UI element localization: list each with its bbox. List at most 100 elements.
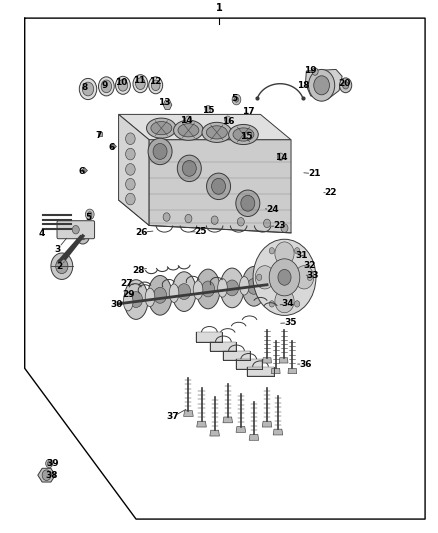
Ellipse shape xyxy=(148,138,172,165)
Polygon shape xyxy=(249,434,259,440)
Ellipse shape xyxy=(124,280,148,319)
Text: 8: 8 xyxy=(82,84,88,92)
Ellipse shape xyxy=(233,128,254,141)
Text: 26: 26 xyxy=(135,228,148,237)
Circle shape xyxy=(177,284,191,300)
Circle shape xyxy=(133,75,148,93)
Text: 17: 17 xyxy=(242,107,255,116)
Text: 32: 32 xyxy=(304,261,316,270)
Ellipse shape xyxy=(72,225,79,234)
Text: 3: 3 xyxy=(54,245,60,254)
Circle shape xyxy=(56,259,68,273)
Text: 16: 16 xyxy=(223,117,235,126)
Circle shape xyxy=(294,265,314,289)
Circle shape xyxy=(314,76,329,95)
Circle shape xyxy=(247,278,261,294)
Polygon shape xyxy=(273,429,283,435)
Polygon shape xyxy=(210,342,237,351)
Circle shape xyxy=(118,79,128,91)
Circle shape xyxy=(42,470,51,480)
Ellipse shape xyxy=(241,195,255,211)
Text: 38: 38 xyxy=(45,471,57,480)
Text: 19: 19 xyxy=(304,66,317,75)
Circle shape xyxy=(255,265,275,289)
Polygon shape xyxy=(223,351,250,360)
Ellipse shape xyxy=(193,281,203,300)
Ellipse shape xyxy=(202,123,232,142)
Circle shape xyxy=(225,116,231,124)
Ellipse shape xyxy=(169,284,179,302)
Text: 4: 4 xyxy=(39,229,46,238)
Circle shape xyxy=(99,77,114,96)
Text: 15: 15 xyxy=(240,132,253,141)
Circle shape xyxy=(126,148,135,160)
Text: 18: 18 xyxy=(297,81,309,90)
Text: 5: 5 xyxy=(85,213,91,222)
Circle shape xyxy=(308,69,335,101)
Circle shape xyxy=(185,214,192,223)
Text: 25: 25 xyxy=(194,228,207,236)
Circle shape xyxy=(232,94,241,105)
Ellipse shape xyxy=(236,190,260,216)
Circle shape xyxy=(246,132,252,139)
Circle shape xyxy=(185,116,191,124)
Text: 23: 23 xyxy=(273,221,286,230)
Polygon shape xyxy=(247,367,274,376)
Text: 15: 15 xyxy=(202,106,214,115)
Circle shape xyxy=(339,78,352,93)
Polygon shape xyxy=(279,358,288,363)
Ellipse shape xyxy=(147,118,176,138)
Polygon shape xyxy=(119,115,149,225)
Circle shape xyxy=(237,217,244,226)
Circle shape xyxy=(153,287,166,303)
Text: 21: 21 xyxy=(308,169,321,178)
Text: 27: 27 xyxy=(120,279,133,288)
Text: 11: 11 xyxy=(133,76,145,85)
Circle shape xyxy=(278,153,284,160)
Polygon shape xyxy=(262,421,272,427)
Polygon shape xyxy=(38,469,55,482)
Circle shape xyxy=(130,292,143,308)
Ellipse shape xyxy=(182,160,196,176)
Circle shape xyxy=(126,179,135,190)
Ellipse shape xyxy=(218,279,227,297)
Polygon shape xyxy=(163,100,172,109)
Circle shape xyxy=(294,301,300,307)
Text: 7: 7 xyxy=(96,131,102,140)
Polygon shape xyxy=(196,333,223,342)
Text: 28: 28 xyxy=(132,266,145,275)
Ellipse shape xyxy=(196,269,220,309)
Circle shape xyxy=(51,253,73,279)
Circle shape xyxy=(76,228,89,244)
Circle shape xyxy=(151,80,160,91)
Circle shape xyxy=(264,219,271,228)
Ellipse shape xyxy=(177,155,201,182)
Ellipse shape xyxy=(153,143,167,159)
Text: 37: 37 xyxy=(166,413,179,422)
Ellipse shape xyxy=(145,288,155,306)
Text: 31: 31 xyxy=(296,251,308,260)
Polygon shape xyxy=(263,358,272,363)
Text: 22: 22 xyxy=(325,188,337,197)
Circle shape xyxy=(269,301,275,307)
Polygon shape xyxy=(184,410,193,416)
Polygon shape xyxy=(149,140,291,233)
Polygon shape xyxy=(236,426,246,432)
Circle shape xyxy=(307,274,312,280)
Polygon shape xyxy=(272,368,280,374)
Circle shape xyxy=(294,248,300,254)
Circle shape xyxy=(101,80,112,93)
Text: 35: 35 xyxy=(284,318,297,327)
Text: 13: 13 xyxy=(158,98,171,107)
Ellipse shape xyxy=(212,179,226,194)
Text: 10: 10 xyxy=(116,78,128,87)
Circle shape xyxy=(149,77,162,94)
Text: 5: 5 xyxy=(231,94,237,103)
Ellipse shape xyxy=(124,293,133,311)
Circle shape xyxy=(211,216,218,224)
Circle shape xyxy=(343,82,349,89)
Text: 20: 20 xyxy=(339,79,351,88)
Circle shape xyxy=(275,242,294,265)
Circle shape xyxy=(126,164,135,175)
Circle shape xyxy=(234,97,239,102)
